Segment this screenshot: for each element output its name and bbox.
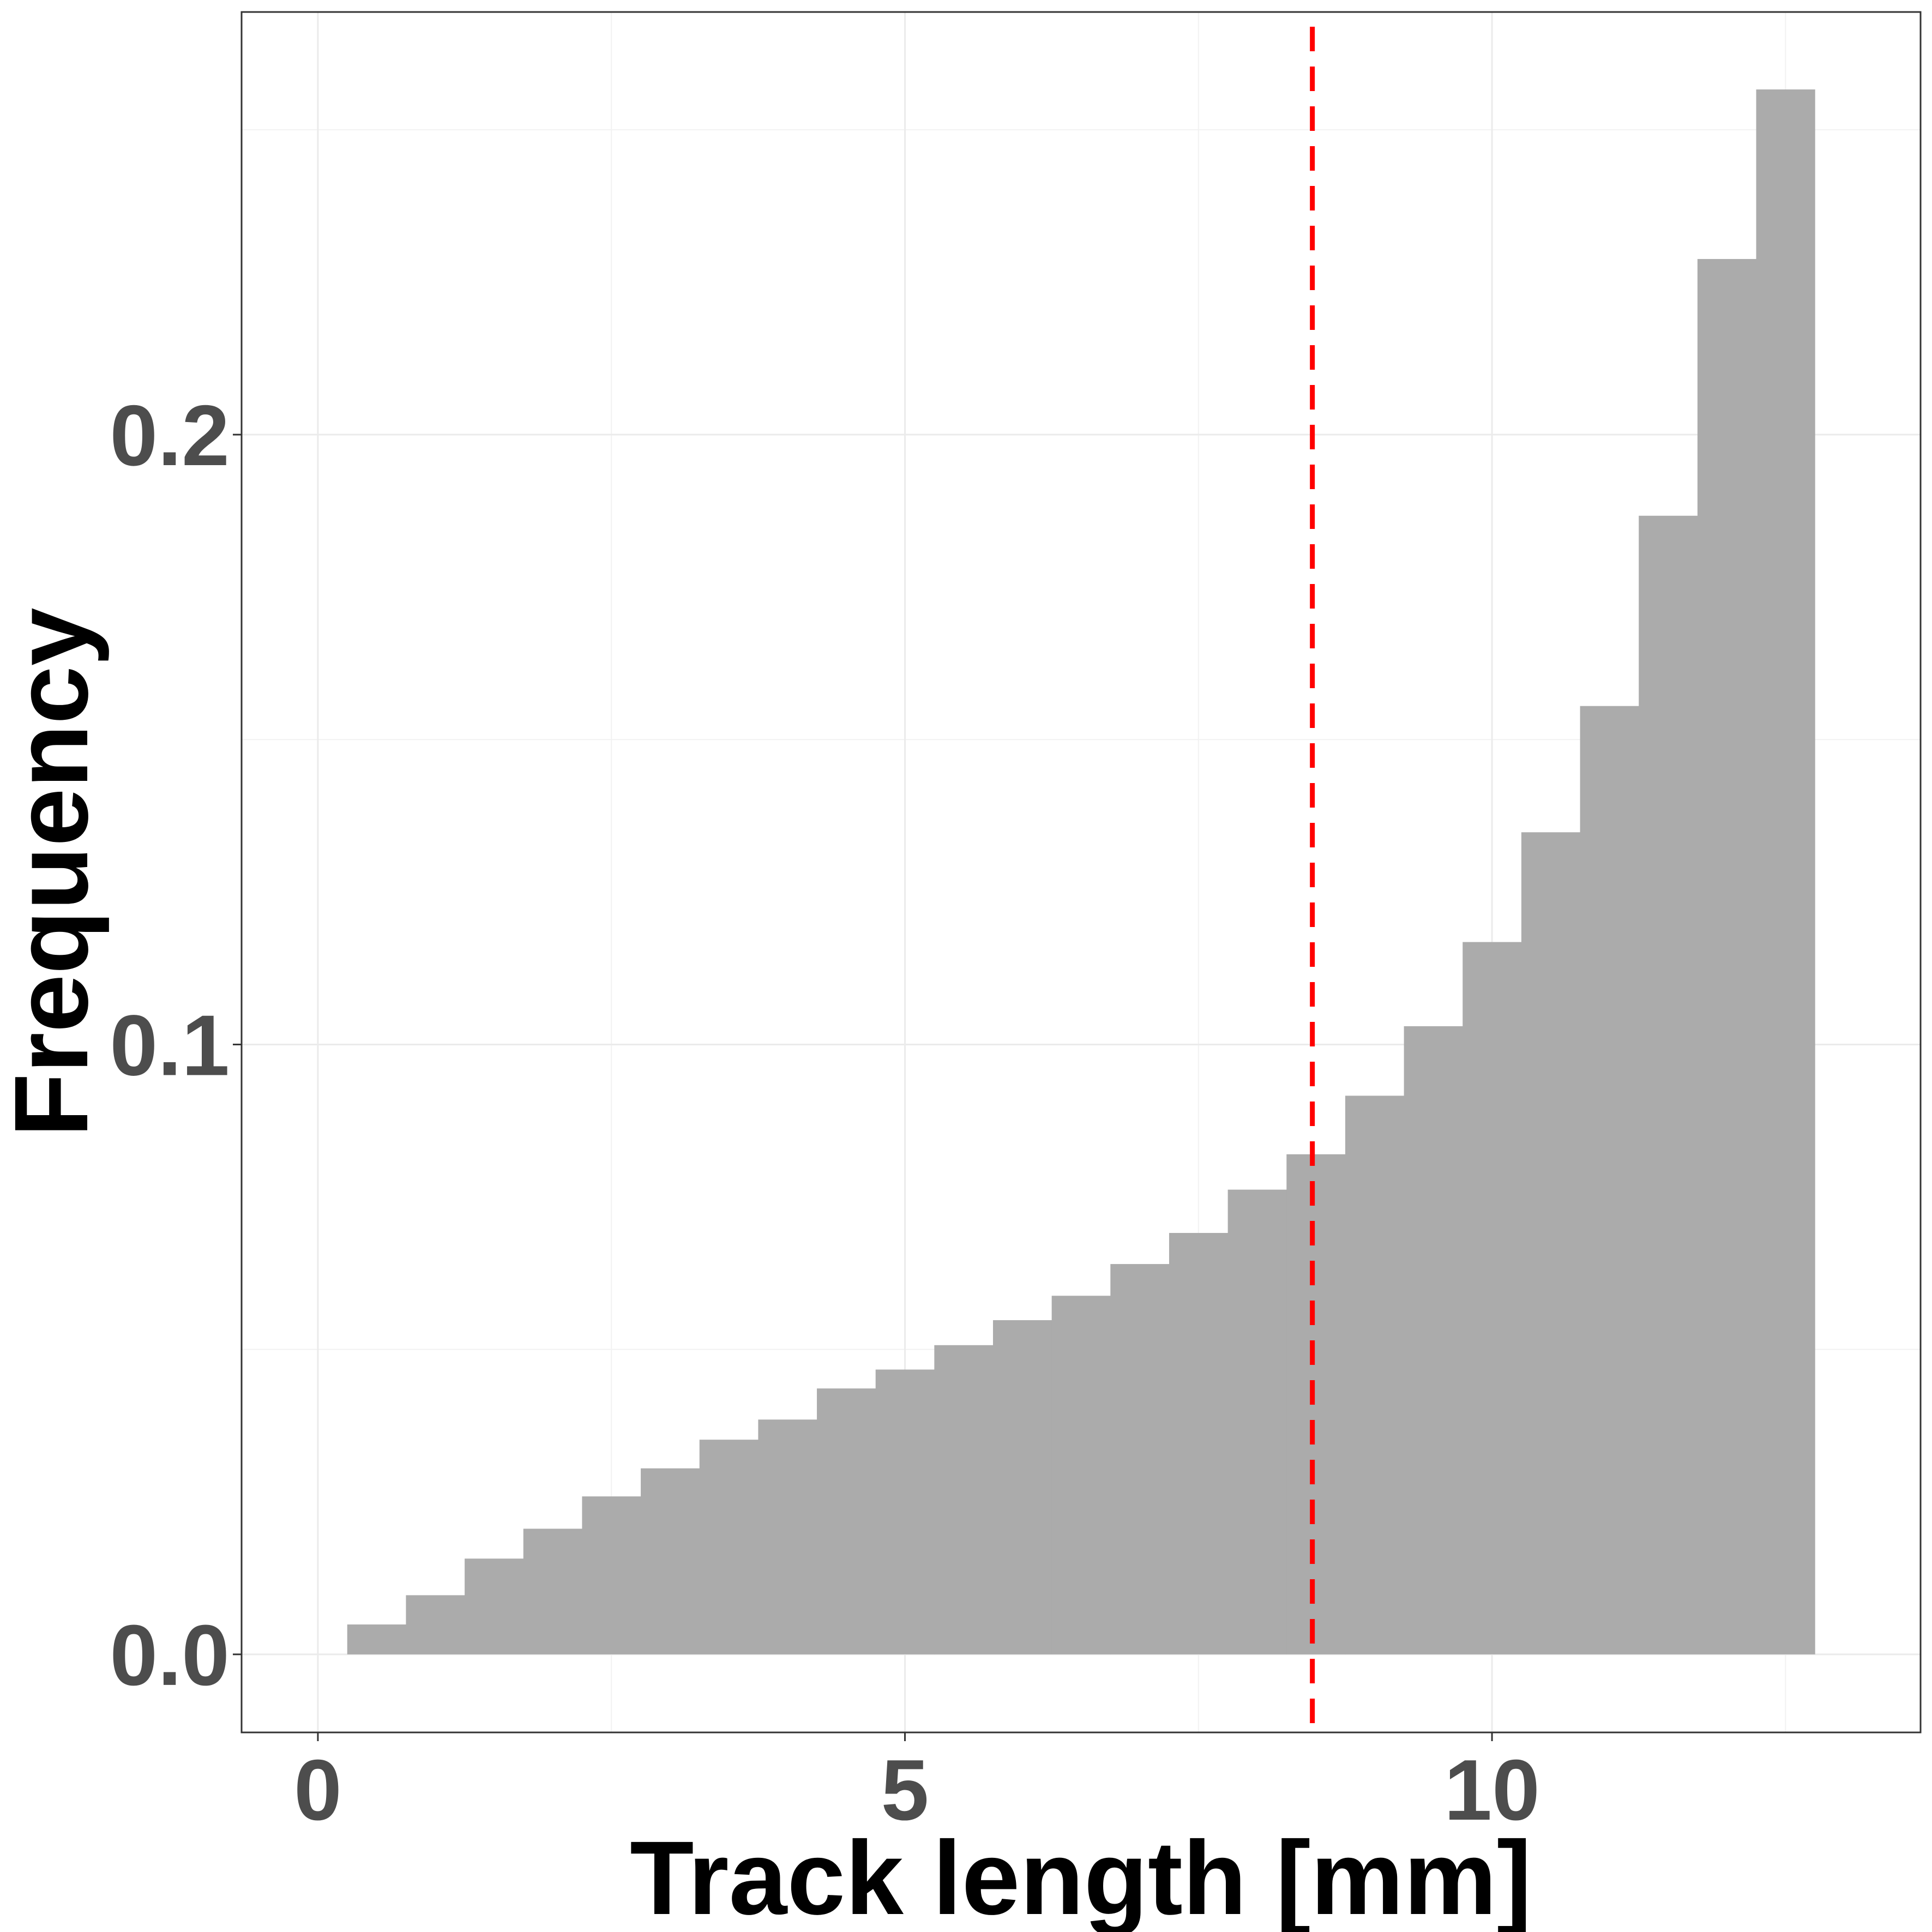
x-axis-title: Track length [mm] <box>630 1819 1532 1932</box>
y-axis-ticks: 0.0 0.1 0.2 <box>110 388 242 1704</box>
histogram-bar <box>1697 258 1757 1654</box>
histogram-bar <box>1286 1154 1346 1654</box>
y-axis-title: Frequency <box>0 608 110 1137</box>
histogram-bar <box>1462 942 1522 1654</box>
histogram-bar <box>582 1496 641 1654</box>
histogram-bar <box>1580 706 1639 1654</box>
histogram-bars <box>347 89 1815 1654</box>
histogram-bar <box>406 1595 465 1654</box>
histogram-bar <box>1110 1264 1170 1654</box>
histogram-bar <box>1521 832 1581 1654</box>
y-tick-label: 0.1 <box>110 997 230 1093</box>
histogram-bar <box>699 1440 759 1654</box>
histogram-bar <box>993 1320 1052 1654</box>
histogram-bar <box>1404 1026 1463 1654</box>
histogram-bar <box>641 1468 700 1654</box>
y-tick-label: 0.0 <box>110 1608 230 1704</box>
x-axis-ticks: 0 5 10 <box>294 1732 1540 1838</box>
histogram-bar <box>758 1419 817 1654</box>
x-tick-label: 10 <box>1444 1742 1540 1838</box>
panel-border <box>240 11 1922 1734</box>
histogram-bar <box>1345 1096 1405 1654</box>
histogram-bar <box>934 1345 994 1654</box>
histogram-bar <box>1051 1296 1111 1654</box>
x-tick-label: 5 <box>881 1742 929 1838</box>
histogram-bar <box>817 1388 876 1654</box>
histogram-bar <box>523 1528 582 1654</box>
histogram-bar <box>1227 1189 1287 1654</box>
x-tick-label: 0 <box>294 1742 342 1838</box>
histogram-bar <box>1756 89 1815 1654</box>
histogram-bar <box>347 1624 406 1654</box>
histogram-bar <box>1639 515 1698 1654</box>
y-tick-label: 0.2 <box>110 388 230 484</box>
histogram-bar <box>875 1369 935 1654</box>
histogram-bar <box>1169 1233 1229 1654</box>
histogram-bar <box>465 1558 524 1654</box>
